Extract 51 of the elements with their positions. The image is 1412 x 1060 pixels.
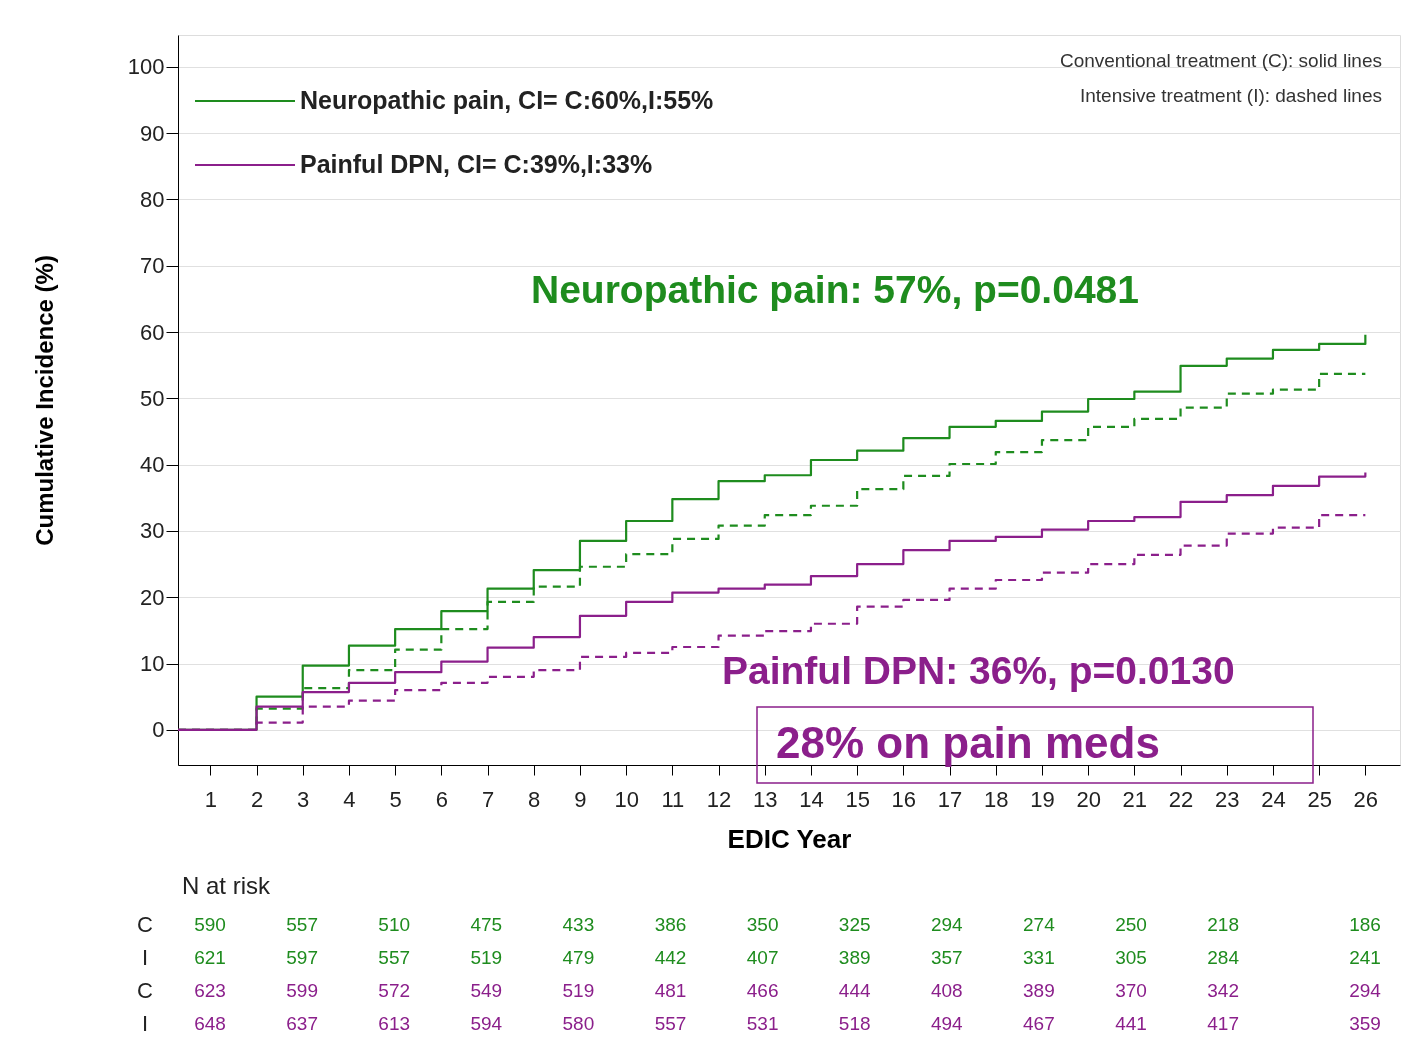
y-tick-label: 80: [140, 186, 165, 212]
x-tick-label: 17: [937, 786, 963, 812]
x-tick-label: 1: [204, 786, 217, 812]
x-tick-label: 2: [250, 786, 264, 812]
text: C 623 599 572 549 519 481 466 444 408 389 370 342 294: [137, 978, 1381, 1003]
legend-label: Painful DPN, CI= C:39%,I:33%: [300, 150, 653, 178]
x-tick-label: 11: [661, 786, 685, 812]
x-tick-label: 23: [1215, 786, 1240, 812]
annotation: 28% on pain meds: [776, 718, 1160, 767]
x-tick-label: 15: [845, 786, 870, 812]
x-tick-label: 6: [435, 786, 448, 812]
x-tick-label: 13: [753, 786, 778, 812]
legend-label: Neuropathic pain, CI= C:60%,I:55%: [300, 86, 714, 114]
x-tick-label: 18: [984, 786, 1009, 812]
x-tick-label: 4: [343, 786, 356, 812]
annotation: Intensive treatment (I): dashed lines: [1079, 85, 1382, 106]
y-tick-label: 10: [140, 651, 165, 677]
x-axis-title: EDIC Year: [727, 823, 852, 854]
y-tick-label: 20: [140, 584, 165, 610]
text: I 648 637 613 594 580 557 531 518 494 467 441 417 359: [141, 1011, 1381, 1036]
y-tick-label: 0: [152, 717, 165, 743]
y-tick-label: 70: [140, 253, 165, 279]
x-tick-label: 3: [297, 786, 310, 812]
x-tick-label: 8: [528, 786, 541, 812]
x-tick-label: 25: [1307, 786, 1332, 812]
text: C 590 557 510 475 433 386 350 325 294 274 250 218 186: [137, 912, 1381, 937]
y-axis-title: Cumulative Incidence (%): [30, 255, 58, 546]
x-tick-label: 9: [574, 786, 587, 812]
x-tick-label: 26: [1353, 786, 1379, 812]
annotation: Conventional treatment (C): solid lines: [1059, 50, 1382, 71]
y-tick-label: 100: [127, 54, 165, 80]
text: N at risk: [182, 872, 272, 899]
y-tick-label: 60: [140, 319, 165, 345]
y-tick-label: 90: [140, 120, 165, 146]
text: I 621 597 557 519 479 442 407 389 357 331 305 284 241: [141, 945, 1381, 970]
x-tick-label: 10: [614, 786, 639, 812]
x-tick-label: 14: [799, 786, 824, 812]
x-tick-label: 12: [706, 786, 732, 812]
x-tick-label: 24: [1261, 786, 1286, 812]
x-tick-label: 16: [891, 786, 917, 812]
x-tick-label: 5: [389, 786, 402, 812]
x-tick-label: 21: [1122, 786, 1148, 812]
x-tick-label: 22: [1168, 786, 1194, 812]
y-tick-label: 30: [140, 518, 165, 544]
x-tick-label: 19: [1030, 786, 1055, 812]
annotation: Neuropathic pain: 57%, p=0.0481: [531, 268, 1139, 311]
x-tick-label: 20: [1076, 786, 1101, 812]
annotation: Painful DPN: 36%, p=0.0130: [722, 649, 1235, 692]
x-tick-label: 7: [481, 786, 495, 812]
y-tick-label: 50: [140, 385, 165, 411]
y-tick-label: 40: [140, 452, 165, 478]
